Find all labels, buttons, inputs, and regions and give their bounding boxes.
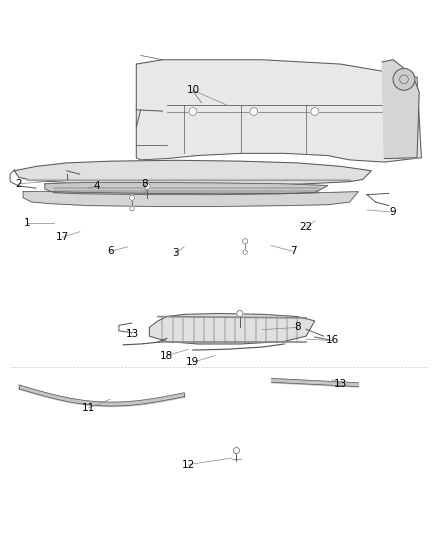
Text: 8: 8 — [142, 179, 148, 189]
Circle shape — [144, 183, 150, 189]
Text: 3: 3 — [172, 248, 179, 259]
Circle shape — [129, 195, 134, 200]
Polygon shape — [45, 182, 328, 195]
Text: 2: 2 — [15, 179, 22, 189]
Circle shape — [311, 108, 319, 116]
Circle shape — [233, 448, 240, 454]
Text: 10: 10 — [186, 85, 199, 95]
Text: 12: 12 — [182, 459, 195, 470]
Circle shape — [243, 239, 248, 244]
Text: 11: 11 — [82, 403, 95, 413]
Circle shape — [130, 206, 134, 211]
Polygon shape — [14, 160, 371, 184]
Text: 9: 9 — [390, 207, 396, 217]
Text: 17: 17 — [56, 232, 69, 243]
Circle shape — [393, 68, 415, 90]
Text: 13: 13 — [125, 329, 138, 339]
Circle shape — [237, 310, 243, 317]
Polygon shape — [382, 60, 419, 158]
Text: 13: 13 — [334, 379, 347, 389]
Circle shape — [243, 250, 247, 254]
Text: 1: 1 — [24, 218, 31, 228]
Circle shape — [250, 108, 258, 116]
Text: 16: 16 — [325, 335, 339, 345]
Text: 18: 18 — [160, 351, 173, 361]
Polygon shape — [136, 60, 421, 162]
Polygon shape — [23, 192, 358, 206]
Text: 4: 4 — [94, 181, 100, 191]
Text: 8: 8 — [294, 322, 300, 333]
Circle shape — [189, 108, 197, 116]
Text: 7: 7 — [290, 246, 296, 256]
Polygon shape — [149, 313, 315, 344]
Text: 19: 19 — [186, 357, 200, 367]
Text: 6: 6 — [107, 246, 113, 256]
Text: 22: 22 — [300, 222, 313, 232]
